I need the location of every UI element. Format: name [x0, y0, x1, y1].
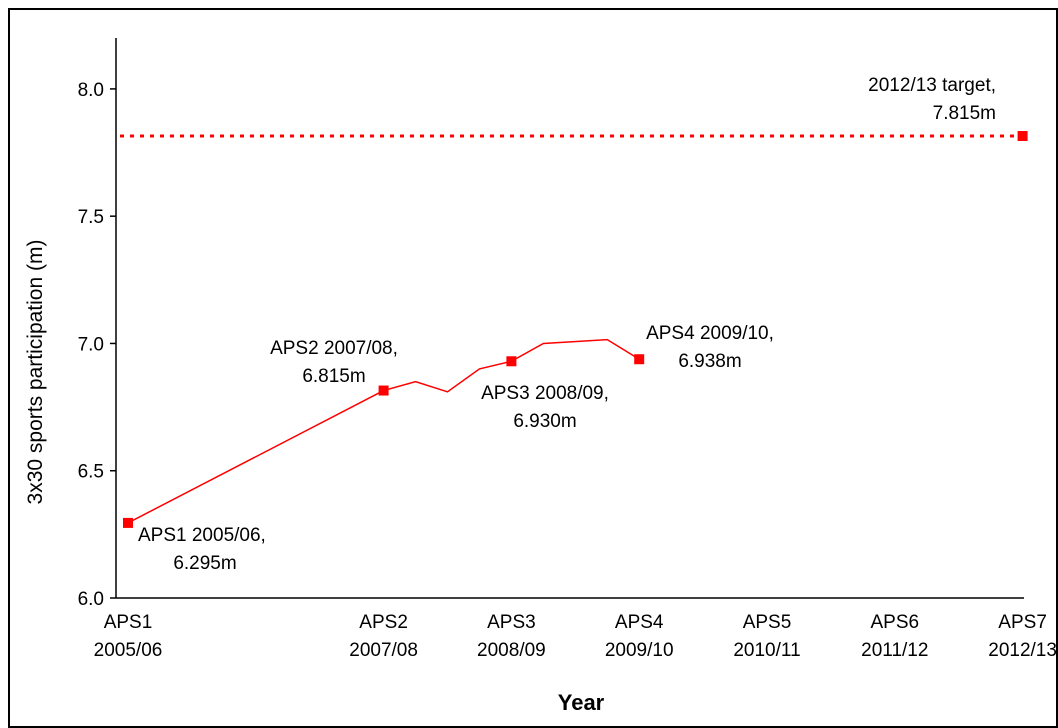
- data-label: 6.295m: [173, 553, 236, 574]
- y-tick-label: 6.5: [78, 462, 104, 483]
- markers: [123, 131, 1028, 528]
- data-label: APS1 2005/06,: [138, 525, 266, 546]
- y-tick-label: 7.5: [78, 207, 104, 228]
- x-tick-label: 2011/12: [861, 640, 928, 661]
- data-label: 6.930m: [513, 411, 576, 432]
- x-tick-label: APS4: [615, 612, 664, 633]
- axes: [115, 38, 1024, 599]
- data-label: 7.815m: [933, 103, 996, 124]
- x-tick-label: APS3: [487, 612, 536, 633]
- x-tick-label: APS6: [871, 612, 920, 633]
- data-label: APS2 2007/08,: [270, 338, 398, 359]
- annotations: APS1 2005/06, 6.295m APS2 2007/08, 6.815m AP…: [138, 75, 996, 574]
- y-tick-label: 6.0: [78, 589, 104, 610]
- x-tick-label: 2010/11: [733, 640, 800, 661]
- data-label: 2012/13 target,: [868, 75, 996, 96]
- x-axis-title: Year: [558, 690, 605, 713]
- data-label: 6.815m: [302, 366, 365, 387]
- x-tick-label: 2005/06: [94, 640, 163, 661]
- x-tick-label: 2009/10: [605, 640, 674, 661]
- y-ticks: 6.0 6.5 7.0 7.5 8.0: [78, 80, 116, 610]
- x-ticks: APS1 2005/06 APS2 2007/08 APS3 2008/09 APS4 200…: [94, 612, 1057, 661]
- x-tick-label: APS5: [743, 612, 792, 633]
- data-label: APS3 2008/09,: [481, 383, 609, 404]
- x-tick-label: APS1: [104, 612, 153, 633]
- x-tick-label: 2007/08: [349, 640, 418, 661]
- series-line: [127, 338, 640, 524]
- y-tick-label: 7.0: [78, 334, 104, 355]
- x-tick-label: 2008/09: [477, 640, 546, 661]
- data-point-marker: [378, 385, 389, 396]
- data-label: 6.938m: [678, 351, 741, 372]
- data-label: APS4 2009/10,: [646, 323, 774, 344]
- data-point-marker: [123, 517, 133, 528]
- data-point-marker: [506, 356, 517, 367]
- x-tick-label: 2012/13: [988, 640, 1057, 661]
- data-point-marker: [634, 354, 645, 365]
- data-point-marker: [1017, 131, 1028, 141]
- y-tick-label: 8.0: [78, 80, 104, 101]
- y-axis-title: 3x30 sports participation (m): [24, 240, 47, 505]
- x-tick-label: APS2: [359, 612, 408, 633]
- line-chart: 6.06.57.07.58.0 APS12005/06APS22007/08AP…: [24, 38, 1057, 713]
- x-tick-label: APS7: [998, 612, 1047, 633]
